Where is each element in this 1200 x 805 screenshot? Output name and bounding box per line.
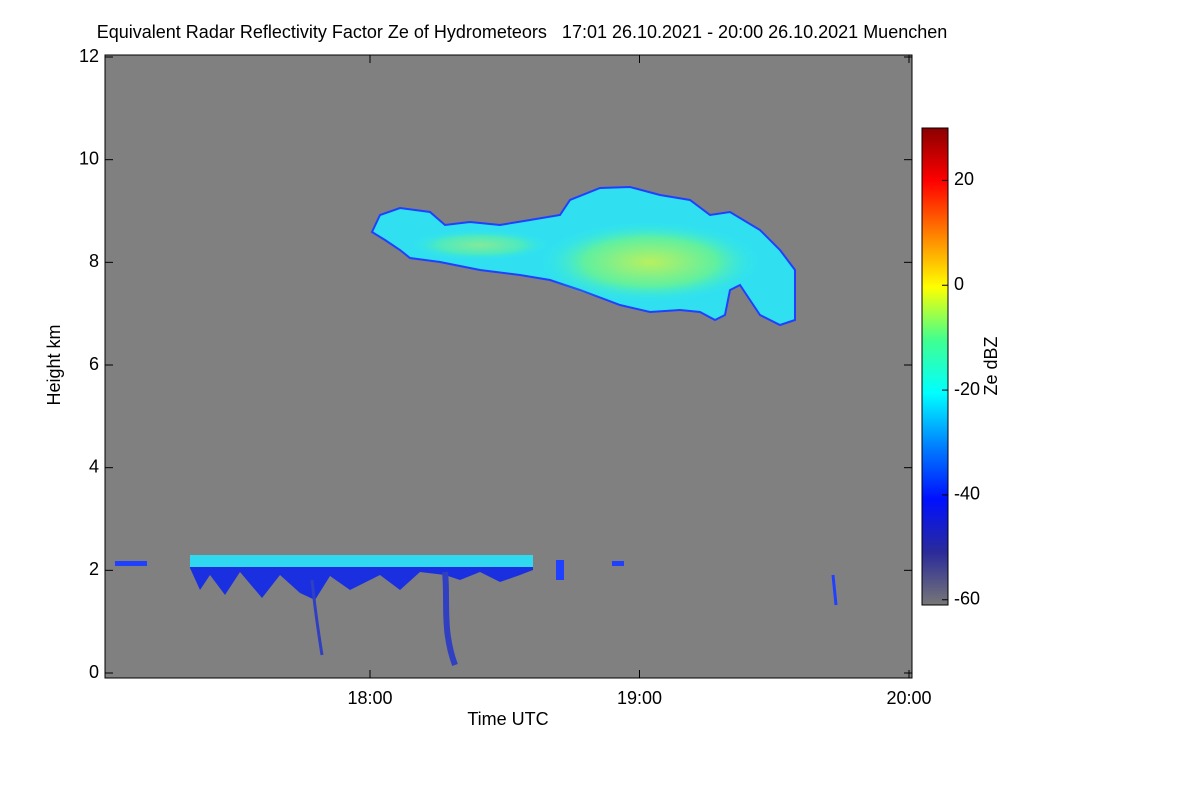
- colorbar-tick-label: 20: [954, 169, 974, 189]
- y-tick-label: 0: [89, 662, 99, 682]
- colorbar-tick-label: -60: [954, 589, 980, 609]
- colorbar-tick-label: -40: [954, 484, 980, 504]
- colorbar-tick-label: -20: [954, 379, 980, 399]
- y-tick-label: 8: [89, 251, 99, 271]
- colorbar-tick-label: 0: [954, 274, 964, 294]
- x-tick-label: 20:00: [886, 688, 931, 708]
- x-axis-label: Time UTC: [467, 709, 548, 729]
- y-tick-label: 4: [89, 456, 99, 476]
- y-tick-label: 2: [89, 559, 99, 579]
- y-tick-label: 6: [89, 354, 99, 374]
- colorbar-label: Ze dBZ: [981, 336, 1001, 395]
- y-axis-label: Height km: [44, 324, 64, 405]
- x-tick-label: 18:00: [347, 688, 392, 708]
- chart-title: Equivalent Radar Reflectivity Factor Ze …: [97, 22, 948, 42]
- echoes: [115, 185, 838, 667]
- y-tick-label: 12: [79, 46, 99, 66]
- x-tick-label: 19:00: [617, 688, 662, 708]
- colorbar: [921, 127, 949, 606]
- y-tick-label: 10: [79, 148, 99, 168]
